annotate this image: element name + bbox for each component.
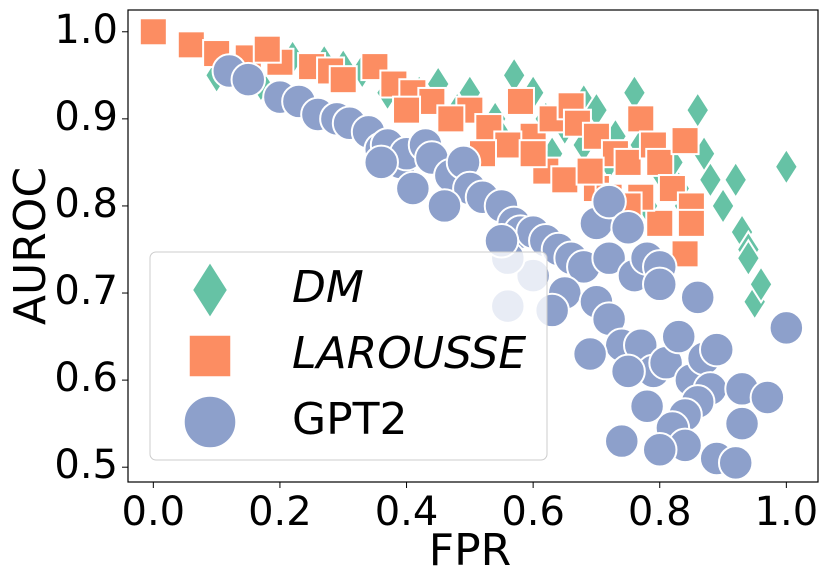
point (660, 318, 697, 355)
legend: DM LAROUSSE GPT2 (149, 251, 548, 461)
point (572, 336, 608, 372)
y-tick-label: 0.6 (54, 355, 118, 401)
point (392, 95, 422, 125)
point (591, 240, 627, 276)
point (613, 147, 643, 177)
y-axis-label: AUROC (5, 167, 56, 325)
point (735, 238, 761, 278)
point (642, 432, 678, 468)
point (505, 86, 535, 116)
point (395, 170, 431, 207)
point (642, 266, 678, 303)
point (748, 264, 774, 304)
point (679, 279, 716, 316)
y-tick-label: 1.0 (54, 7, 118, 53)
point (176, 30, 206, 60)
point (610, 209, 646, 246)
point (138, 17, 168, 47)
point (230, 61, 267, 98)
point (717, 445, 754, 481)
legend-marker (188, 334, 232, 378)
point (252, 34, 282, 64)
point (645, 208, 675, 238)
x-tick-label: 0.0 (122, 489, 186, 535)
point (710, 186, 736, 226)
point (773, 147, 799, 187)
point (426, 188, 463, 224)
legend-marker (183, 395, 237, 449)
point (724, 405, 760, 442)
point (604, 423, 640, 459)
x-tick-label: 1.0 (755, 489, 819, 535)
point (670, 126, 700, 156)
y-tick-label: 0.9 (54, 94, 118, 140)
point (610, 353, 646, 390)
legend-box (149, 251, 548, 461)
point (417, 86, 447, 116)
y-tick-label: 0.8 (54, 181, 118, 227)
point (749, 379, 786, 416)
legend-label: GPT2 (292, 394, 408, 445)
point (697, 160, 723, 200)
axes-frame (127, 9, 819, 483)
point (768, 310, 805, 346)
point (328, 65, 358, 95)
ticks: 0.0 0.2 0.4 0.6 0.8 1.0 0.5 0.6 0.7 0.8 0.9 1.0 (54, 7, 818, 535)
legend-label: DM (292, 262, 364, 313)
point (575, 156, 605, 186)
point (676, 208, 706, 238)
legend-label: LAROUSSE (292, 328, 526, 379)
point (629, 388, 665, 424)
point (723, 160, 749, 200)
x-tick-label: 0.6 (501, 489, 565, 535)
point (436, 104, 466, 134)
x-tick-label: 0.8 (628, 489, 692, 535)
points (138, 17, 805, 481)
point (518, 139, 548, 169)
point (626, 104, 656, 134)
point (550, 165, 580, 195)
point (645, 147, 675, 177)
legend-marker (191, 260, 229, 320)
x-tick-label: 0.4 (375, 489, 439, 535)
y-tick-label: 0.7 (54, 268, 118, 314)
point (591, 183, 627, 220)
point (698, 331, 735, 368)
x-axis-label: FPR (429, 525, 511, 576)
y-tick-label: 0.5 (54, 442, 118, 488)
x-tick-label: 0.2 (248, 489, 312, 535)
point (363, 144, 399, 181)
point (493, 130, 523, 160)
